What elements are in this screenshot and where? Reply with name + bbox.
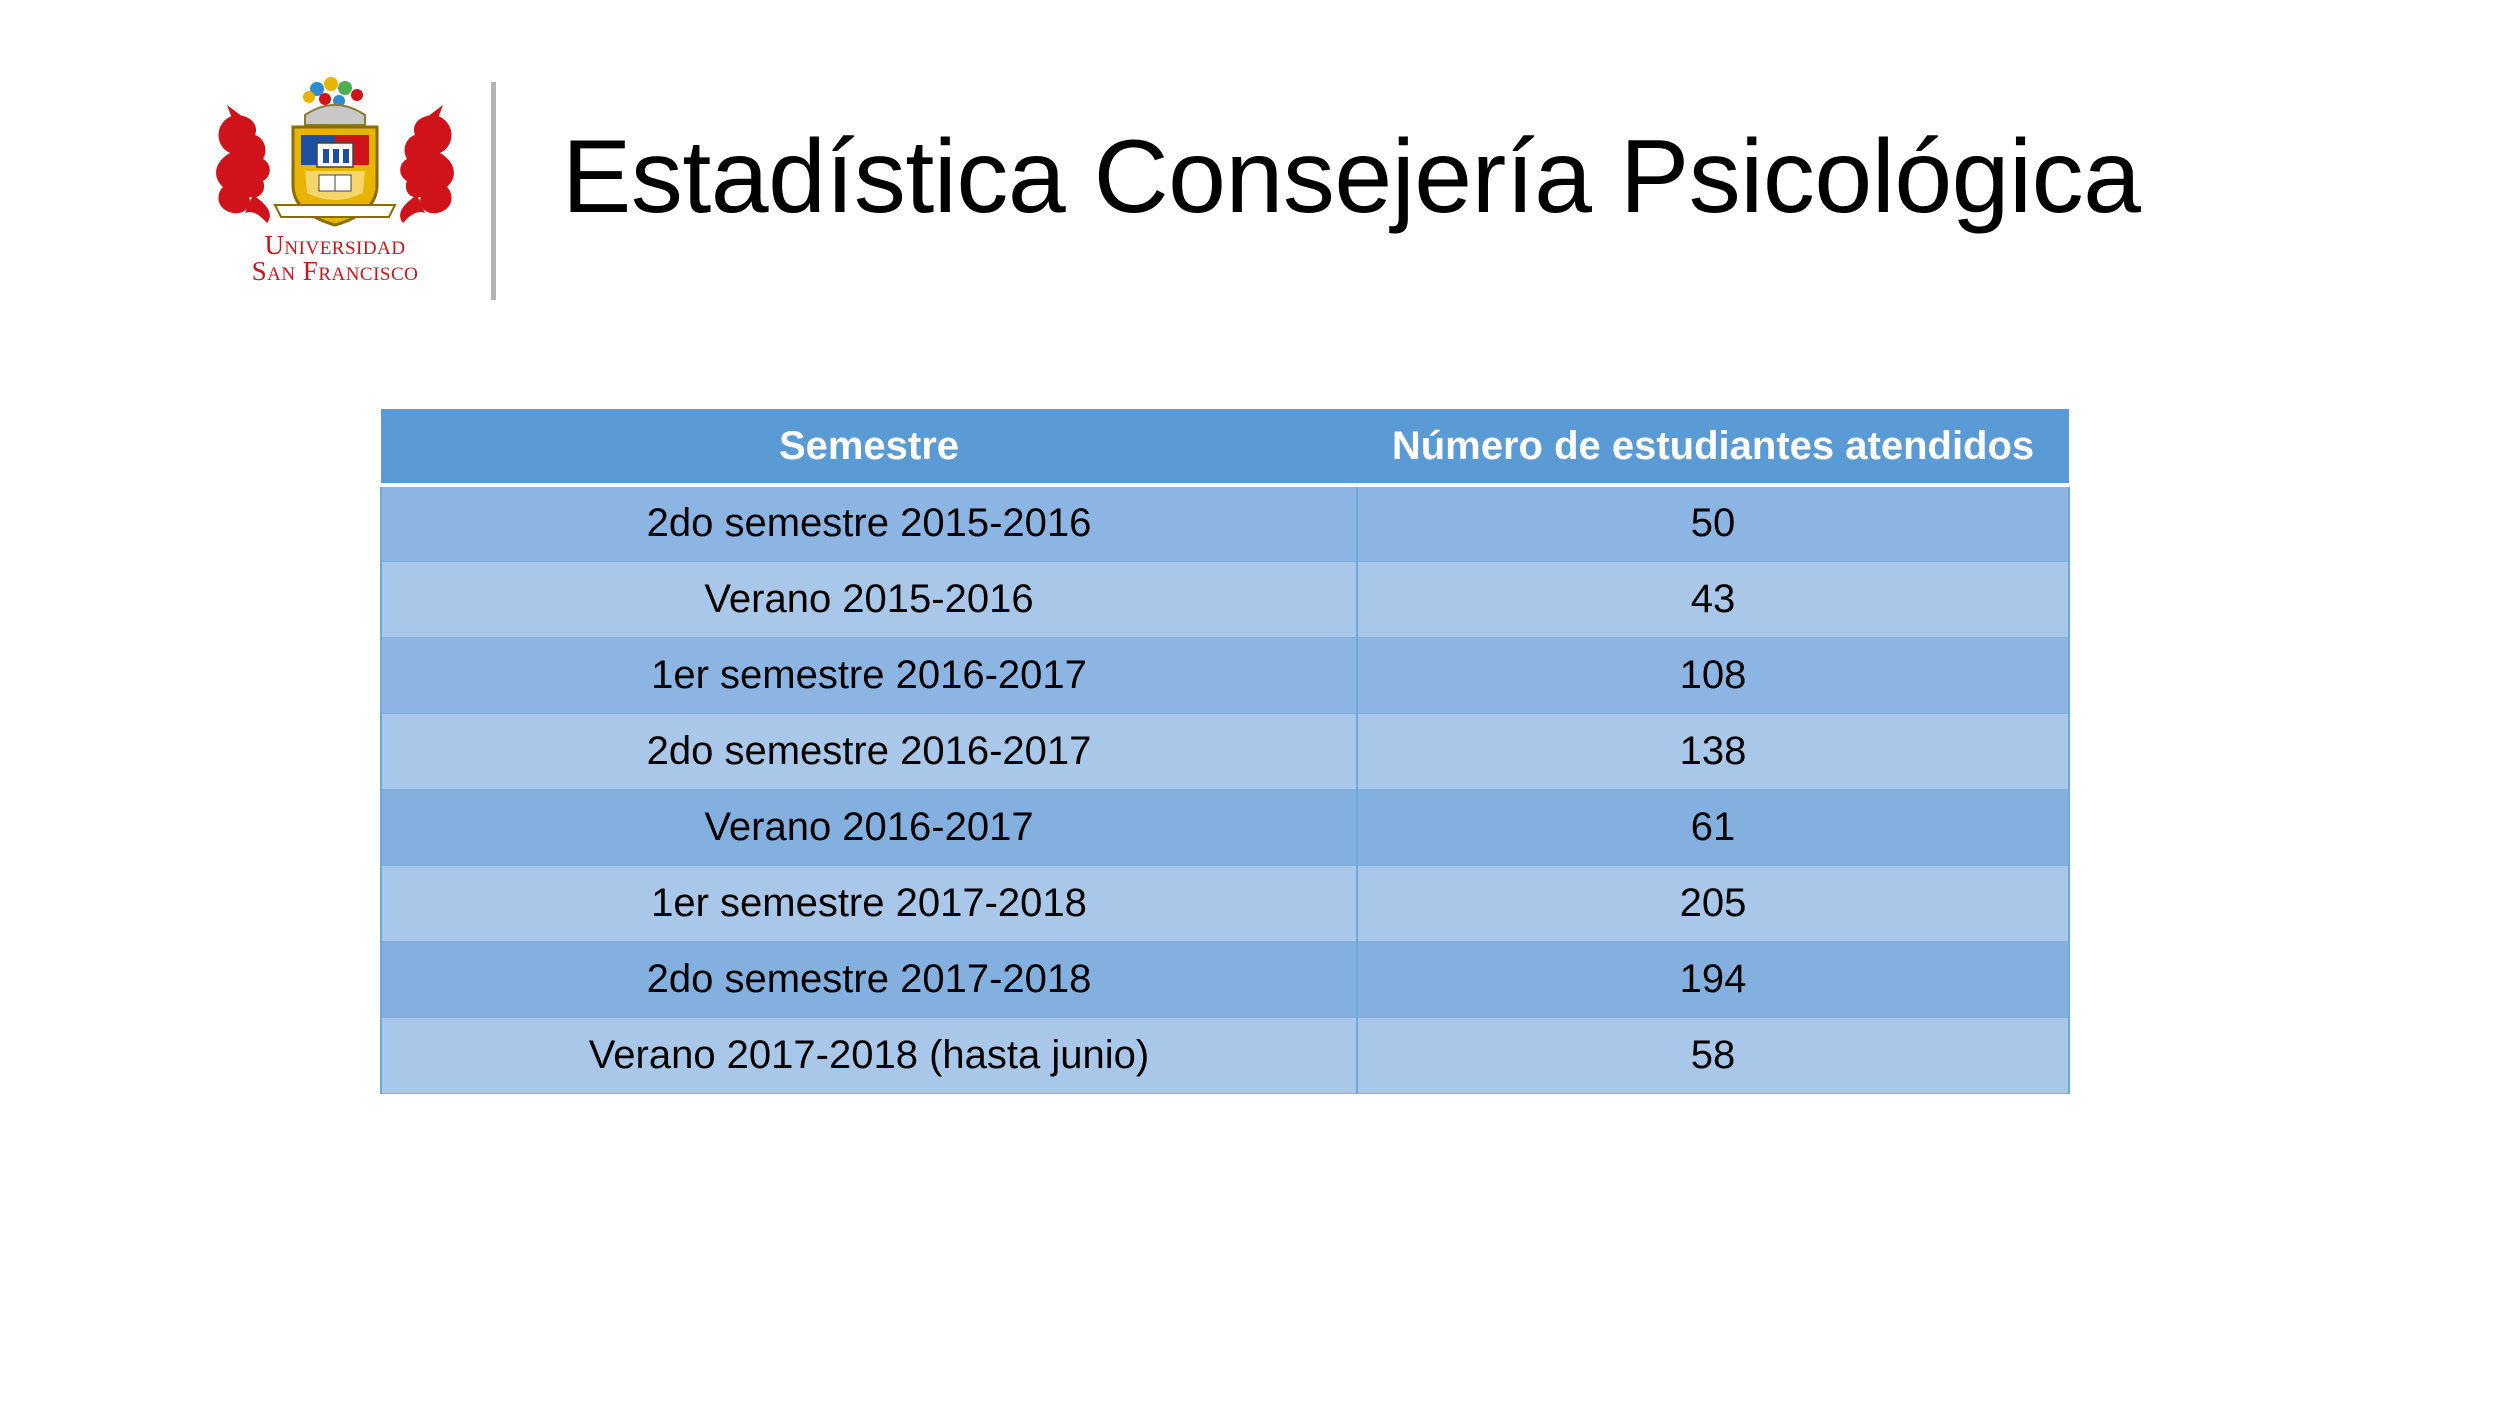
cell-numero: 58: [1357, 1016, 2070, 1094]
table-row: Verano 2015-2016 43: [380, 560, 2070, 638]
header-numero: Número de estudiantes atendidos: [1357, 409, 2069, 487]
table-row: 1er semestre 2016-2017 108: [380, 636, 2070, 714]
statistics-table: Semestre Número de estudiantes atendidos…: [380, 409, 2070, 1094]
table-row: Verano 2017-2018 (hasta junio) 58: [380, 1016, 2070, 1094]
cell-semestre: Verano 2016-2017: [380, 788, 1358, 866]
header-divider: [491, 82, 496, 300]
table-row: 2do semestre 2016-2017 138: [380, 712, 2070, 790]
header-semestre: Semestre: [381, 409, 1357, 487]
cell-numero: 43: [1357, 560, 2070, 638]
table-row: Verano 2016-2017 61: [380, 788, 2070, 866]
cell-numero: 50: [1357, 484, 2070, 562]
cell-semestre: 1er semestre 2017-2018: [380, 864, 1358, 942]
table-row: 2do semestre 2017-2018 194: [380, 940, 2070, 1018]
logo-text-line2: San Francisco: [251, 256, 419, 286]
table-row: 1er semestre 2017-2018 205: [380, 864, 2070, 942]
university-crest-icon: [205, 75, 465, 290]
cell-semestre: 2do semestre 2016-2017: [380, 712, 1358, 790]
cell-semestre: 2do semestre 2017-2018: [380, 940, 1358, 1018]
cell-semestre: Verano 2015-2016: [380, 560, 1358, 638]
cell-semestre: Verano 2017-2018 (hasta junio): [380, 1016, 1358, 1094]
cell-numero: 205: [1357, 864, 2070, 942]
table-header-row: Semestre Número de estudiantes atendidos: [381, 409, 2069, 487]
cell-numero: 108: [1357, 636, 2070, 714]
slide-title: Estadística Consejería Psicológica: [562, 119, 2141, 235]
logo-text-line1: Universidad: [264, 230, 406, 260]
cell-semestre: 2do semestre 2015-2016: [380, 484, 1358, 562]
cell-numero: 61: [1357, 788, 2070, 866]
table-row: 2do semestre 2015-2016 50: [380, 484, 2070, 562]
cell-numero: 194: [1357, 940, 2070, 1018]
cell-semestre: 1er semestre 2016-2017: [380, 636, 1358, 714]
cell-numero: 138: [1357, 712, 2070, 790]
